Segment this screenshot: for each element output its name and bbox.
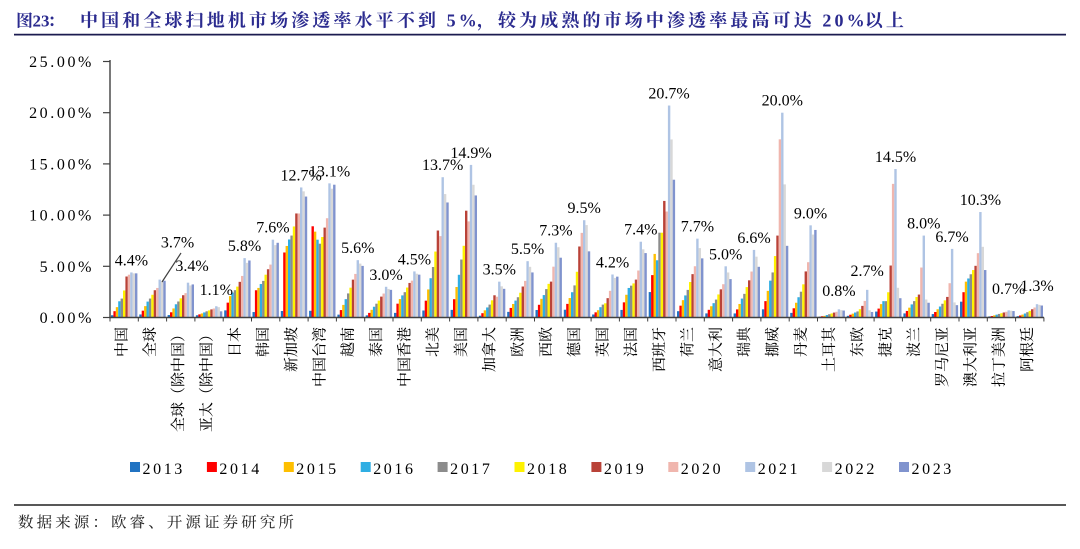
svg-text:14.9%: 14.9%: [450, 145, 491, 162]
svg-text:2018: 2018: [527, 461, 569, 478]
svg-text:0.00%: 0.00%: [40, 310, 94, 327]
svg-text:7.4%: 7.4%: [624, 222, 657, 239]
svg-text:%: %: [847, 11, 865, 31]
svg-text:5.8%: 5.8%: [228, 238, 261, 255]
svg-text:5: 5: [447, 11, 456, 31]
svg-text:5.6%: 5.6%: [341, 240, 374, 257]
svg-text:2020: 2020: [681, 461, 723, 478]
svg-text:3.4%: 3.4%: [175, 258, 208, 275]
svg-text:%: %: [459, 11, 477, 31]
svg-text:13.7%: 13.7%: [422, 157, 463, 174]
svg-text:13.1%: 13.1%: [309, 163, 350, 180]
svg-text:10.3%: 10.3%: [960, 192, 1001, 209]
svg-text:3.5%: 3.5%: [483, 262, 516, 279]
svg-text:25.00%: 25.00%: [29, 54, 94, 71]
svg-text:6.7%: 6.7%: [935, 229, 968, 246]
svg-text:20.7%: 20.7%: [648, 86, 689, 103]
svg-text:4.5%: 4.5%: [398, 251, 431, 268]
svg-text:12.7%: 12.7%: [281, 168, 322, 185]
svg-text:2023: 2023: [912, 461, 954, 478]
svg-text:2017: 2017: [450, 461, 492, 478]
svg-text:2022: 2022: [835, 461, 877, 478]
svg-text:15.00%: 15.00%: [29, 156, 94, 173]
svg-text:6.6%: 6.6%: [737, 230, 770, 247]
svg-text:0.8%: 0.8%: [822, 283, 855, 300]
svg-text:2021: 2021: [758, 461, 800, 478]
svg-text:7.7%: 7.7%: [681, 219, 714, 236]
svg-text:0: 0: [835, 11, 844, 31]
svg-text:7.6%: 7.6%: [256, 220, 289, 237]
svg-text:8.0%: 8.0%: [907, 216, 940, 233]
svg-text:20.0%: 20.0%: [762, 93, 803, 110]
svg-text:4.2%: 4.2%: [596, 255, 629, 272]
svg-text:2015: 2015: [296, 461, 338, 478]
svg-text:4.4%: 4.4%: [115, 252, 148, 269]
svg-text:2: 2: [822, 11, 831, 31]
svg-text:20.00%: 20.00%: [29, 105, 94, 122]
svg-text:1.1%: 1.1%: [200, 282, 233, 299]
svg-text:2013: 2013: [143, 461, 185, 478]
svg-text:2019: 2019: [604, 461, 646, 478]
svg-text:0.7%: 0.7%: [992, 281, 1025, 298]
svg-text:2016: 2016: [373, 461, 415, 478]
svg-text:5.5%: 5.5%: [511, 241, 544, 258]
svg-text:3.0%: 3.0%: [369, 267, 402, 284]
svg-text:2014: 2014: [219, 461, 261, 478]
svg-text:10.00%: 10.00%: [29, 208, 94, 225]
svg-text:9.0%: 9.0%: [794, 205, 827, 222]
svg-text:5.00%: 5.00%: [40, 259, 94, 276]
svg-text:23: 23: [33, 12, 50, 31]
svg-text:9.5%: 9.5%: [568, 200, 601, 217]
svg-text:3.7%: 3.7%: [161, 235, 194, 252]
svg-text:1.3%: 1.3%: [1020, 278, 1053, 295]
svg-text:14.5%: 14.5%: [875, 149, 916, 166]
svg-text:7.3%: 7.3%: [539, 223, 572, 240]
svg-text:2.7%: 2.7%: [851, 263, 884, 280]
svg-text:5.0%: 5.0%: [709, 246, 742, 263]
